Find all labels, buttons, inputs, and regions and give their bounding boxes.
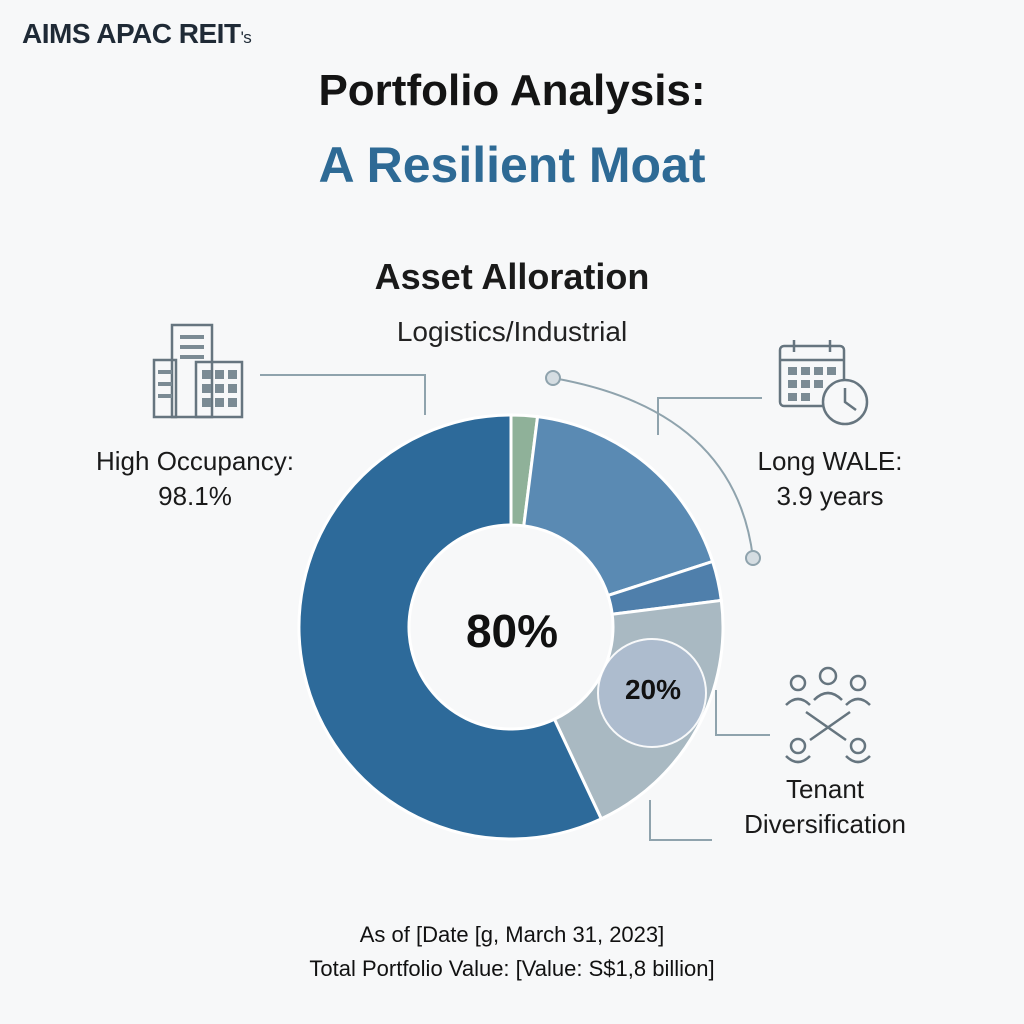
inner-value: 20% xyxy=(624,674,682,705)
chart-subtitle: Logistics/Industrial xyxy=(396,316,628,347)
wale-label: Long WALE: xyxy=(757,446,903,476)
buildings-icon xyxy=(152,323,244,419)
calendar-clock-icon xyxy=(778,340,869,426)
occupancy-label: High Occupancy: xyxy=(96,446,294,476)
tenant-label-line2: Diversification xyxy=(744,809,906,840)
chart-title: Asset Alloration xyxy=(374,256,650,297)
tenant-metric: Tenant Diversification xyxy=(720,772,930,842)
people-network-icon xyxy=(785,666,871,764)
wale-connector xyxy=(657,397,762,435)
inner-highlight-circle xyxy=(597,638,707,748)
brand-name: AIMS APAC REIT xyxy=(22,18,241,49)
tenant-connector xyxy=(715,690,770,736)
tenant-connector-lower xyxy=(649,800,712,841)
arc-connector xyxy=(552,377,754,559)
occupancy-metric: High Occupancy: 98.1% xyxy=(80,444,310,514)
center-value: 80% xyxy=(465,605,559,657)
occupancy-connector xyxy=(260,374,426,415)
donut-slice-5 xyxy=(297,413,604,841)
arc-dot-start xyxy=(545,370,561,386)
footer-total-value: Total Portfolio Value: [Value: S$1,8 bil… xyxy=(309,956,715,982)
occupancy-value: 98.1% xyxy=(158,481,232,512)
page-title: Portfolio Analysis: xyxy=(318,66,706,115)
footer-date: As of [Date [g, March 31, 2023] xyxy=(359,922,665,947)
donut-slice-2 xyxy=(522,414,715,598)
footer: As of [Date [g, March 31, 2023] Total Po… xyxy=(0,918,1024,986)
arc-dot-end xyxy=(745,550,761,566)
brand-logo: AIMS APAC REIT's xyxy=(22,18,252,50)
wale-metric: Long WALE: 3.9 years xyxy=(740,444,920,514)
brand-suffix: 's xyxy=(240,28,252,47)
tenant-label-line1: Tenant xyxy=(785,774,865,804)
page-subtitle: A Resilient Moat xyxy=(318,137,706,193)
wale-value: 3.9 years xyxy=(776,481,884,512)
connector-lines xyxy=(260,374,770,841)
